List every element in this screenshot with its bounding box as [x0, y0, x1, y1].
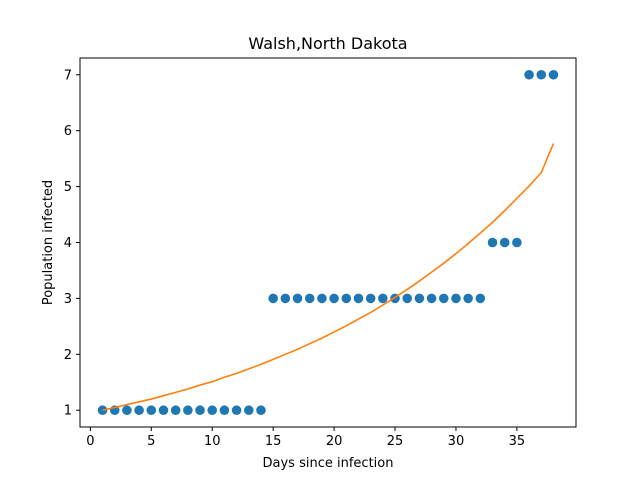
data-point [341, 293, 352, 304]
data-point [195, 405, 205, 416]
data-point [207, 405, 218, 416]
x-tick-label: 5 [147, 434, 155, 449]
data-point [317, 293, 327, 304]
x-axis: 0 5 10 15 20 25 30 35 [86, 427, 525, 449]
data-point [378, 293, 388, 304]
data-point [438, 293, 449, 304]
y-tick-label: 6 [64, 124, 72, 139]
data-point [548, 69, 559, 80]
y-tick-label: 4 [64, 236, 72, 251]
y-tick-label: 3 [64, 292, 72, 307]
data-point [536, 69, 547, 80]
data-point [451, 293, 461, 304]
data-point [134, 405, 144, 416]
x-tick-label: 35 [509, 434, 526, 449]
data-point [146, 405, 157, 416]
x-tick-label: 30 [448, 434, 465, 449]
data-point [183, 405, 193, 416]
data-point [122, 405, 132, 416]
data-point [292, 293, 303, 304]
data-point [97, 405, 108, 416]
chart-title: Walsh,North Dakota [248, 34, 407, 53]
fit-line [102, 143, 555, 412]
data-point [475, 293, 486, 304]
data-point [243, 405, 254, 416]
data-point [426, 293, 437, 304]
data-point [256, 405, 266, 416]
data-point [158, 405, 169, 416]
x-axis-label: Days since infection [263, 456, 394, 471]
data-point [304, 293, 315, 304]
data-point [524, 69, 534, 80]
y-tick-label: 7 [64, 68, 72, 83]
data-point [219, 405, 230, 416]
data-point [402, 293, 413, 304]
x-tick-label: 25 [387, 434, 404, 449]
y-tick-label: 2 [64, 348, 72, 363]
y-axis-label: Population infected [41, 180, 56, 305]
data-point [499, 237, 510, 248]
data-point [512, 237, 522, 248]
x-tick-label: 0 [86, 434, 94, 449]
y-tick-label: 1 [64, 404, 72, 419]
data-point [365, 293, 376, 304]
x-tick-label: 20 [326, 434, 343, 449]
y-tick-label: 5 [64, 180, 72, 195]
data-point [487, 237, 498, 248]
y-axis: 1 2 3 4 5 6 7 [64, 68, 80, 419]
data-point [280, 293, 291, 304]
plot-area [97, 69, 559, 416]
data-point [463, 293, 473, 304]
data-point [268, 293, 278, 304]
data-point [170, 405, 181, 416]
data-point [329, 293, 339, 304]
x-tick-label: 10 [204, 434, 221, 449]
data-point [231, 405, 242, 416]
data-point [353, 293, 364, 304]
data-point [414, 293, 425, 304]
x-tick-label: 15 [265, 434, 282, 449]
